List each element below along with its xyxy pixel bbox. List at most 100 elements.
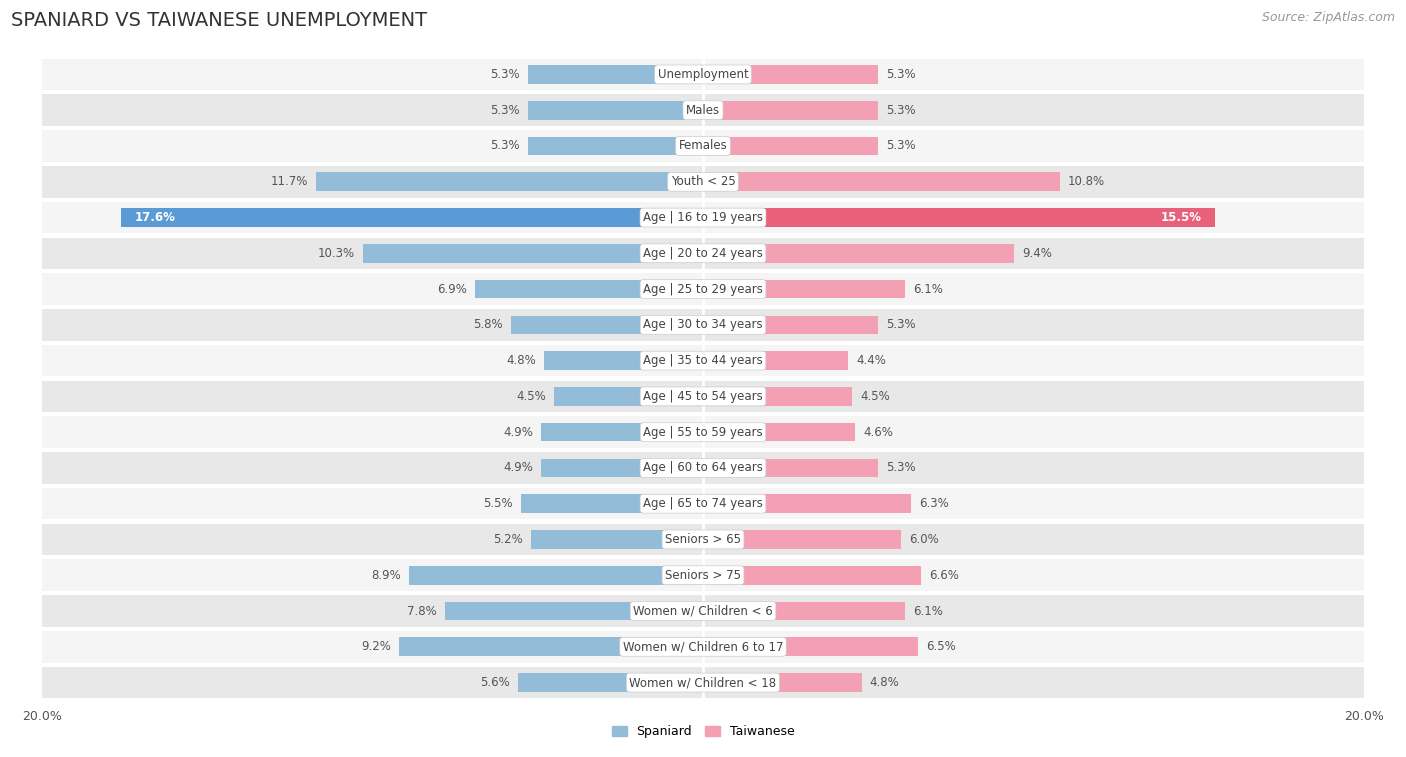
Bar (703, 351, 848, 370)
Text: 4.8%: 4.8% (870, 676, 900, 689)
Bar (42, 273, 1364, 305)
Text: Age | 45 to 54 years: Age | 45 to 54 years (643, 390, 763, 403)
Text: 6.3%: 6.3% (920, 497, 949, 510)
Text: Age | 65 to 74 years: Age | 65 to 74 years (643, 497, 763, 510)
Bar (703, 494, 911, 513)
Text: 5.6%: 5.6% (479, 676, 510, 689)
Text: 4.5%: 4.5% (516, 390, 546, 403)
Bar (522, 494, 703, 513)
Bar (703, 101, 879, 120)
Bar (446, 602, 703, 620)
Bar (42, 238, 1364, 269)
Bar (703, 530, 901, 549)
Text: 6.6%: 6.6% (929, 569, 959, 581)
Text: 5.2%: 5.2% (494, 533, 523, 546)
Text: 6.9%: 6.9% (437, 282, 467, 295)
Bar (42, 667, 1364, 698)
Text: Age | 60 to 64 years: Age | 60 to 64 years (643, 462, 763, 475)
Text: Age | 35 to 44 years: Age | 35 to 44 years (643, 354, 763, 367)
Bar (703, 566, 921, 584)
Bar (703, 387, 852, 406)
Bar (527, 137, 703, 155)
Text: 15.5%: 15.5% (1161, 211, 1202, 224)
Bar (121, 208, 703, 227)
Bar (475, 280, 703, 298)
Bar (42, 559, 1364, 591)
Bar (42, 345, 1364, 376)
Bar (42, 59, 1364, 90)
Text: 9.2%: 9.2% (361, 640, 391, 653)
Text: Women w/ Children 6 to 17: Women w/ Children 6 to 17 (623, 640, 783, 653)
Text: Unemployment: Unemployment (658, 68, 748, 81)
Bar (541, 423, 703, 441)
Text: 4.6%: 4.6% (863, 425, 893, 438)
Text: SPANIARD VS TAIWANESE UNEMPLOYMENT: SPANIARD VS TAIWANESE UNEMPLOYMENT (11, 11, 427, 30)
Bar (554, 387, 703, 406)
Bar (703, 65, 879, 84)
Bar (703, 280, 904, 298)
Bar (527, 65, 703, 84)
Text: 11.7%: 11.7% (271, 176, 308, 188)
Bar (512, 316, 703, 334)
Bar (42, 524, 1364, 555)
Bar (703, 637, 918, 656)
Bar (703, 459, 879, 477)
Bar (42, 631, 1364, 662)
Text: Women w/ Children < 18: Women w/ Children < 18 (630, 676, 776, 689)
Bar (42, 309, 1364, 341)
Bar (703, 673, 862, 692)
Bar (42, 488, 1364, 519)
Text: 8.9%: 8.9% (371, 569, 401, 581)
Text: Seniors > 75: Seniors > 75 (665, 569, 741, 581)
Text: Women w/ Children < 6: Women w/ Children < 6 (633, 605, 773, 618)
Text: 5.5%: 5.5% (484, 497, 513, 510)
Bar (541, 459, 703, 477)
Text: 4.9%: 4.9% (503, 462, 533, 475)
Bar (42, 595, 1364, 627)
Text: 10.8%: 10.8% (1069, 176, 1105, 188)
Bar (42, 166, 1364, 198)
Bar (517, 673, 703, 692)
Bar (527, 101, 703, 120)
Bar (703, 137, 879, 155)
Bar (544, 351, 703, 370)
Text: 4.4%: 4.4% (856, 354, 887, 367)
Text: Age | 16 to 19 years: Age | 16 to 19 years (643, 211, 763, 224)
Text: 6.1%: 6.1% (912, 282, 942, 295)
Bar (703, 173, 1060, 191)
Bar (703, 244, 1014, 263)
Text: Source: ZipAtlas.com: Source: ZipAtlas.com (1261, 11, 1395, 24)
Bar (703, 208, 1215, 227)
Text: 5.3%: 5.3% (886, 319, 915, 332)
Bar (42, 452, 1364, 484)
Text: 5.3%: 5.3% (491, 139, 520, 152)
Text: 4.8%: 4.8% (506, 354, 536, 367)
Bar (703, 316, 879, 334)
Text: Youth < 25: Youth < 25 (671, 176, 735, 188)
Text: 7.8%: 7.8% (408, 605, 437, 618)
Text: Age | 30 to 34 years: Age | 30 to 34 years (643, 319, 763, 332)
Text: 9.4%: 9.4% (1022, 247, 1052, 260)
Bar (399, 637, 703, 656)
Text: 4.5%: 4.5% (860, 390, 890, 403)
Text: 5.3%: 5.3% (886, 104, 915, 117)
Bar (363, 244, 703, 263)
Text: 4.9%: 4.9% (503, 425, 533, 438)
Bar (531, 530, 703, 549)
Text: Age | 20 to 24 years: Age | 20 to 24 years (643, 247, 763, 260)
Bar (42, 416, 1364, 448)
Text: 5.3%: 5.3% (886, 462, 915, 475)
Text: 17.6%: 17.6% (135, 211, 176, 224)
Legend: Spaniard, Taiwanese: Spaniard, Taiwanese (606, 721, 800, 743)
Text: 6.5%: 6.5% (927, 640, 956, 653)
Text: Seniors > 65: Seniors > 65 (665, 533, 741, 546)
Text: Age | 25 to 29 years: Age | 25 to 29 years (643, 282, 763, 295)
Bar (42, 95, 1364, 126)
Bar (703, 423, 855, 441)
Text: 6.1%: 6.1% (912, 605, 942, 618)
Text: Males: Males (686, 104, 720, 117)
Text: 5.8%: 5.8% (474, 319, 503, 332)
Bar (409, 566, 703, 584)
Text: 5.3%: 5.3% (886, 139, 915, 152)
Text: 5.3%: 5.3% (491, 104, 520, 117)
